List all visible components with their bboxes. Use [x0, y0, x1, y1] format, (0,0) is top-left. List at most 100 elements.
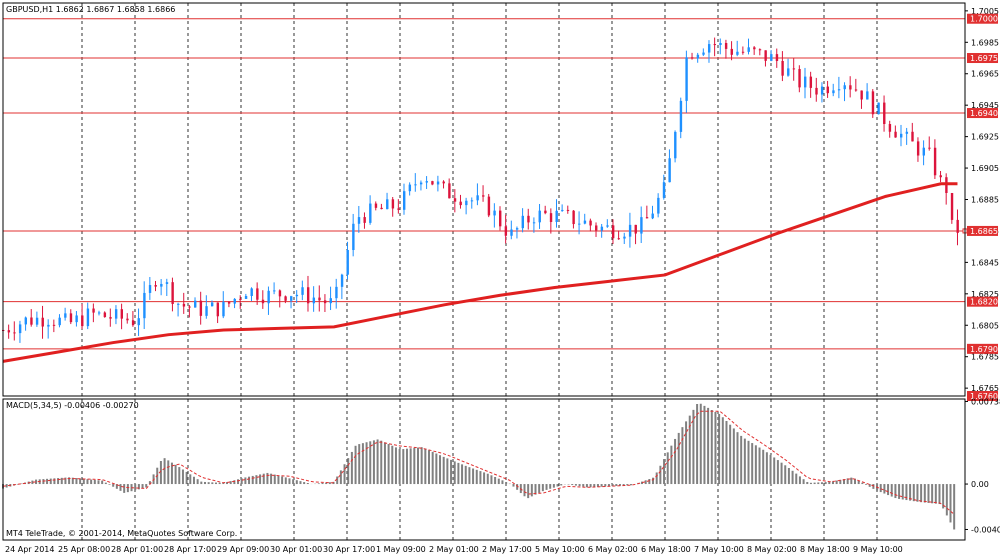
- candle-body: [75, 315, 78, 323]
- candle-body: [182, 303, 186, 307]
- candle-body: [572, 210, 575, 225]
- candle-body: [611, 225, 615, 239]
- candle-body: [369, 203, 372, 223]
- x-tick-label: 7 May 10:00: [694, 545, 744, 554]
- candle-body: [114, 309, 118, 319]
- level-label-text: 1.6790: [970, 345, 998, 354]
- candle-body: [493, 210, 496, 216]
- candle-body: [798, 69, 801, 88]
- candle-body: [278, 290, 282, 297]
- candle-body: [165, 282, 169, 284]
- candle-body: [707, 44, 711, 53]
- x-tick-label: 2 May 01:00: [429, 545, 479, 554]
- candle-body: [815, 87, 818, 95]
- candle-body: [329, 298, 332, 304]
- level-label-box: [967, 296, 998, 307]
- candle-body: [589, 220, 592, 226]
- candle-body: [719, 42, 722, 45]
- candle-body: [606, 225, 609, 227]
- level-label-text: 1.7000: [970, 15, 998, 24]
- level-label: 1.7000: [967, 13, 998, 24]
- chart-title: GBPUSD,H1 1.6862 1.6867 1.6858 1.6866: [6, 5, 175, 14]
- y-tick-label: 1.6885: [971, 196, 999, 205]
- candle-body: [81, 315, 84, 327]
- candle-body: [222, 301, 225, 317]
- candle-body: [781, 60, 784, 76]
- candle-body: [809, 76, 813, 88]
- candle-body: [194, 300, 197, 308]
- candle-body: [35, 317, 39, 325]
- candle-body: [448, 183, 451, 199]
- axis-layer: 24 Apr 2014 25 Apr 08:00 28 Apr 01:00 28 Ap…: [5, 7, 1000, 554]
- candle-body: [521, 215, 525, 229]
- level-label-box: [967, 53, 998, 64]
- candle-body: [662, 182, 666, 198]
- x-tick-label: 5 May 10:00: [535, 545, 585, 554]
- x-tick-label: 6 May 18:00: [641, 545, 691, 554]
- candle-body: [120, 309, 124, 319]
- candle-body: [504, 226, 508, 236]
- x-tick-label: 2 May 17:00: [482, 545, 532, 554]
- candle-body: [261, 299, 265, 304]
- y-tick-label: 1.6785: [971, 353, 999, 362]
- candle-body: [109, 317, 112, 319]
- macd-y-tick-label: 0.00: [971, 480, 989, 489]
- candle-body: [527, 215, 530, 223]
- candle-body: [566, 209, 570, 211]
- level-label-text: 1.6865: [970, 227, 998, 236]
- level-label: 1.6865: [967, 225, 998, 236]
- candle-body: [685, 57, 688, 101]
- candle-body: [628, 224, 632, 237]
- x-tick-label: 24 Apr 2014: [5, 545, 54, 554]
- candle-body: [674, 131, 677, 159]
- copyright-text: MT4 TeleTrade, © 2001-2014, MetaQuotes S…: [6, 529, 237, 538]
- candle-body: [250, 288, 253, 296]
- candle-body: [538, 210, 541, 223]
- candle-body: [854, 89, 858, 91]
- y-tick-label: 1.6825: [971, 290, 999, 299]
- candle-body: [900, 133, 903, 138]
- candle-body: [312, 297, 316, 304]
- candle-body: [24, 317, 27, 325]
- candle-body: [301, 287, 304, 295]
- candle-body: [758, 49, 762, 51]
- candle-body: [730, 48, 733, 55]
- candle-body: [453, 198, 457, 202]
- y-tick-label: 1.6845: [971, 258, 999, 267]
- candle-body: [131, 320, 135, 326]
- candle-body: [363, 217, 366, 223]
- level-label-box: [967, 108, 998, 119]
- candle-body: [352, 223, 355, 251]
- candle-body: [510, 229, 513, 236]
- level-label-text: 1.6940: [970, 109, 998, 118]
- candle-body: [532, 222, 536, 224]
- candle-body: [741, 51, 745, 53]
- candle-body: [256, 288, 259, 300]
- candle-body: [284, 296, 287, 301]
- candle-body: [578, 223, 581, 225]
- y-tick-label: 1.7005: [971, 7, 999, 16]
- level-label-box: [967, 13, 998, 24]
- candle-body: [803, 76, 807, 88]
- candle-body: [916, 141, 920, 156]
- candle-body: [306, 287, 310, 304]
- candle-body: [860, 90, 863, 100]
- price-pane-border: [2, 2, 966, 397]
- candle-body: [668, 158, 671, 183]
- candle-body: [487, 196, 491, 216]
- macd-y-tick-label: 0.00738: [971, 397, 1000, 406]
- candle-body: [346, 250, 349, 275]
- y-tick-label: 1.6765: [971, 384, 999, 393]
- candle-body: [41, 317, 44, 327]
- candle-body: [933, 147, 937, 176]
- candle-body: [227, 301, 231, 304]
- candle-body: [103, 312, 107, 318]
- candle-body: [922, 147, 925, 156]
- candle-body: [98, 312, 101, 314]
- candle-body: [335, 286, 338, 299]
- candle-body: [696, 54, 700, 59]
- candle-body: [736, 51, 739, 55]
- candle-body: [357, 217, 361, 224]
- candle-body: [905, 131, 909, 134]
